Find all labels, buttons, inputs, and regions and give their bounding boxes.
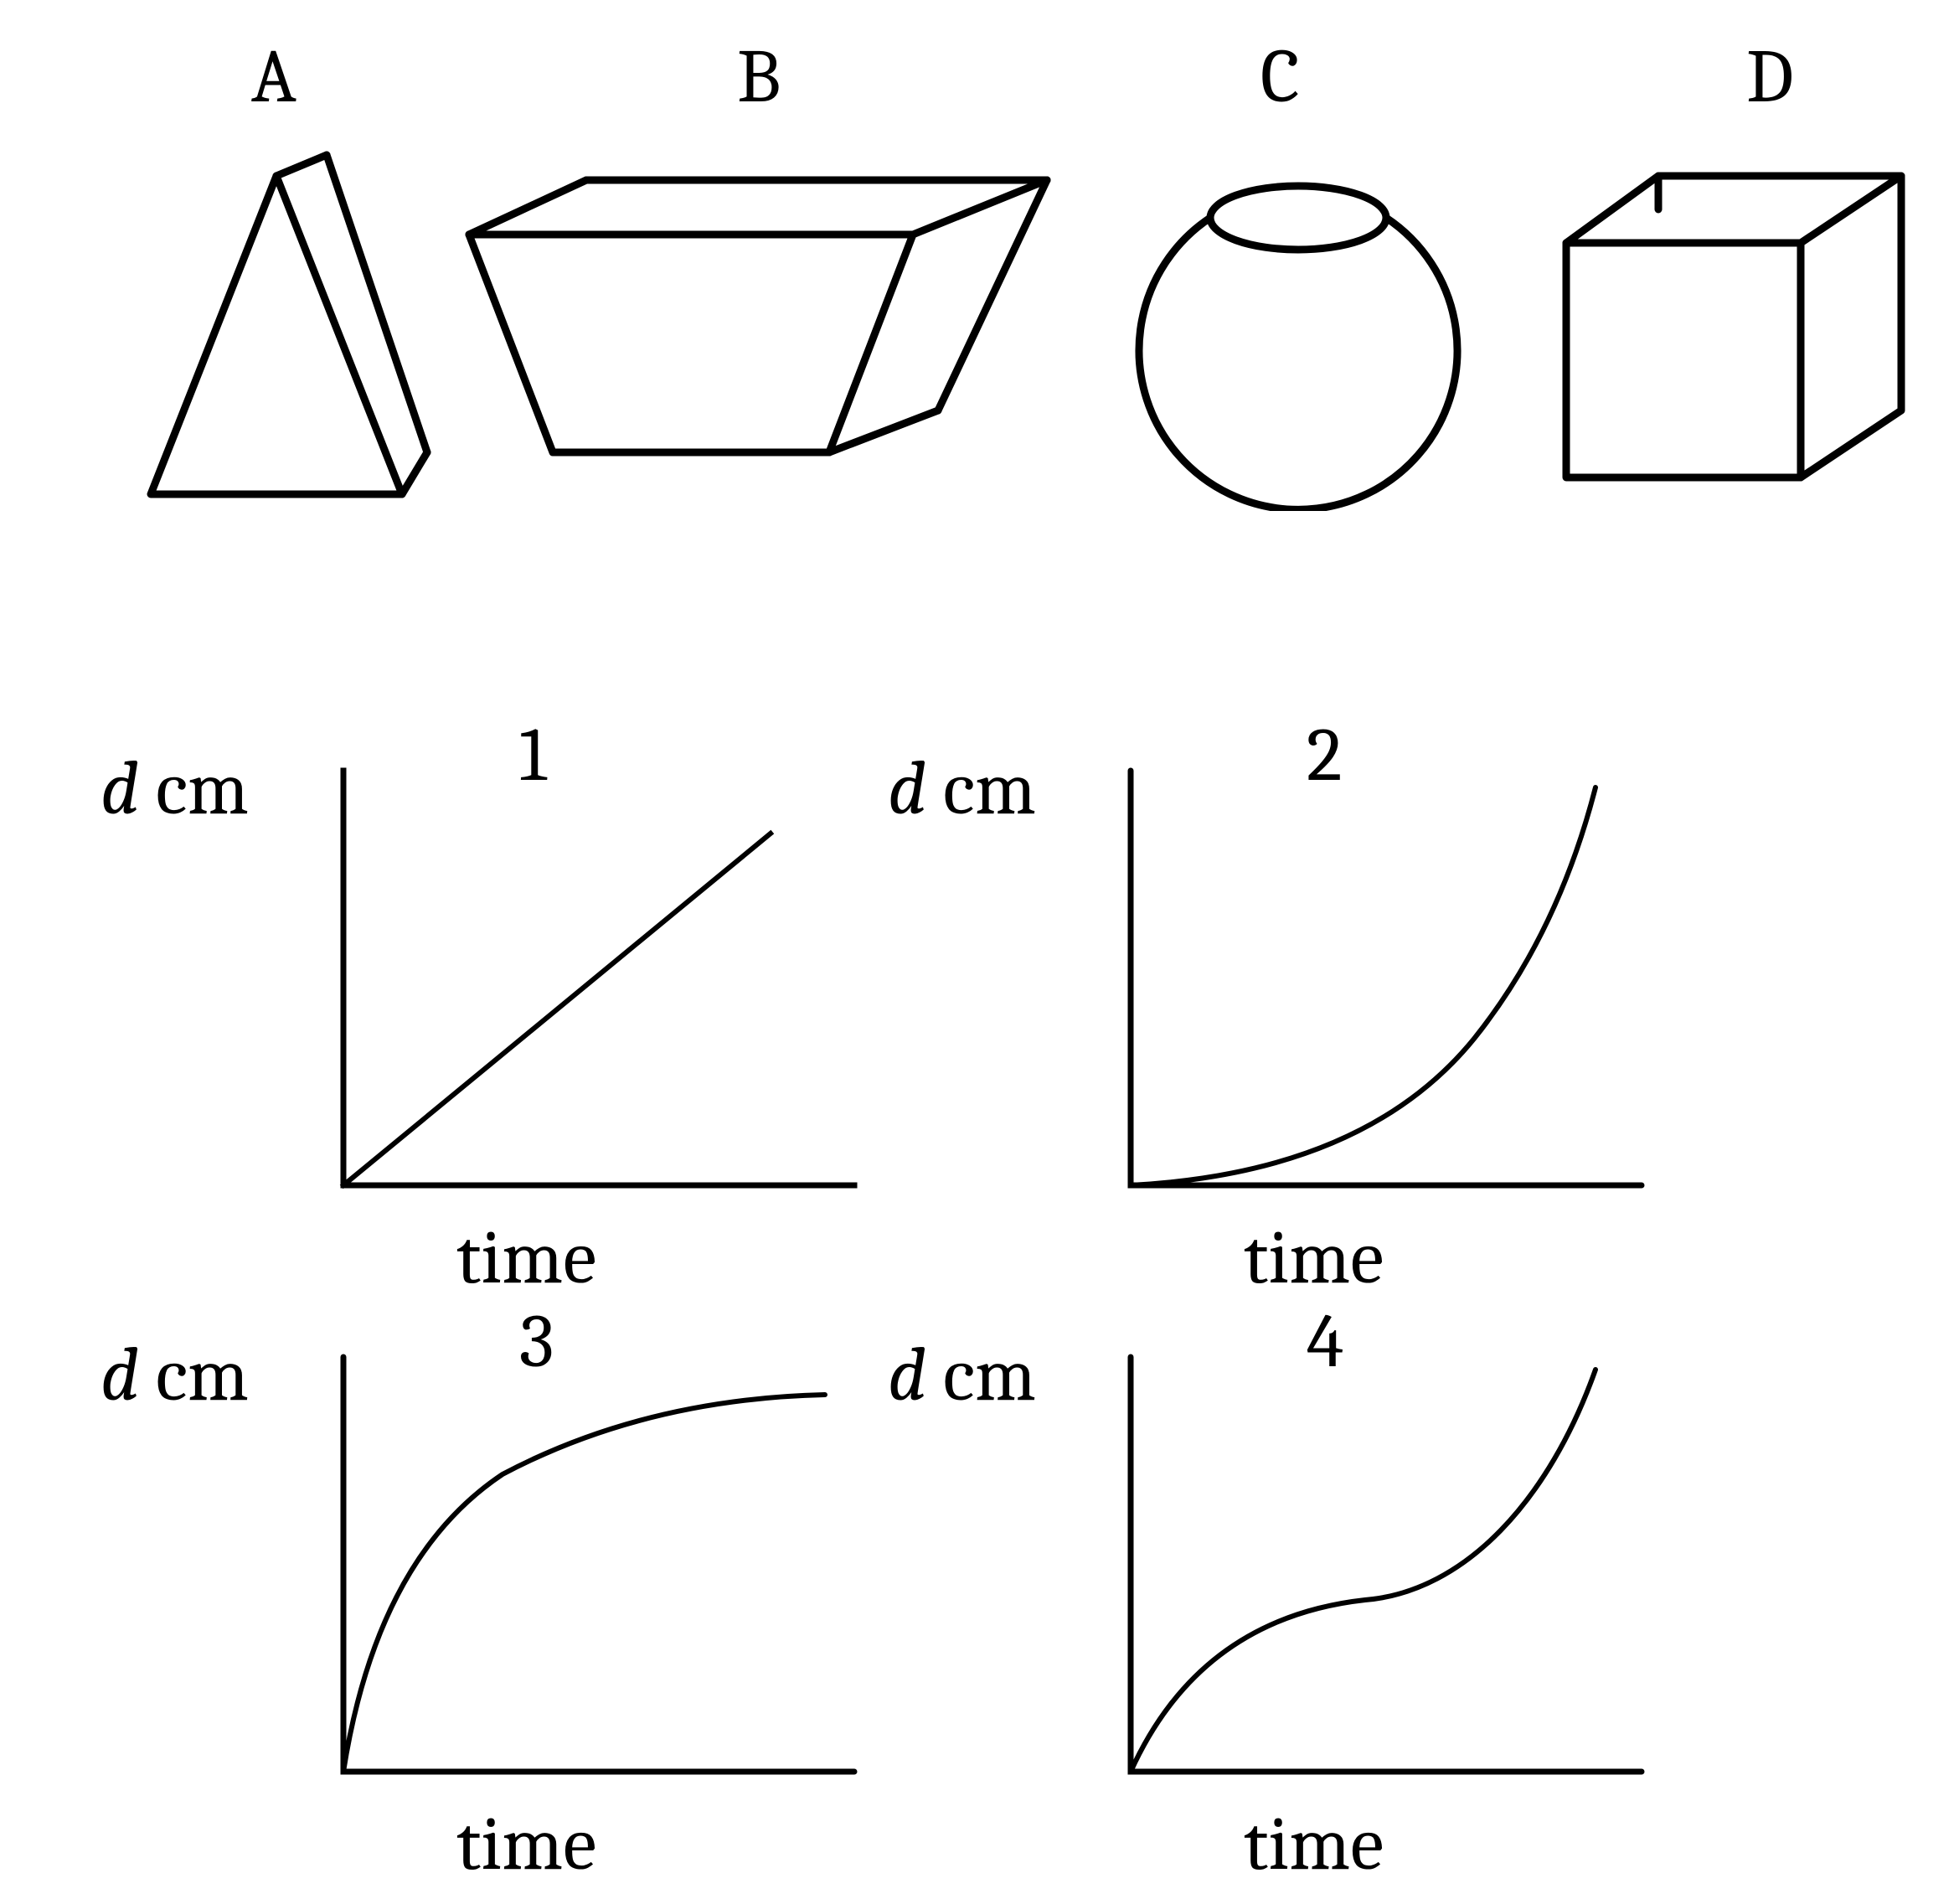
graph4-ylabel: d cm xyxy=(888,1332,1036,1419)
graph2-axes xyxy=(1114,762,1667,1215)
container-label-D: D xyxy=(1746,34,1793,121)
container-C-shape xyxy=(1122,159,1474,511)
graph3-xlabel: time xyxy=(456,1801,596,1888)
graph1-xlabel: time xyxy=(456,1215,596,1302)
container-label-B: B xyxy=(737,34,781,121)
graph3-ylabel: d cm xyxy=(101,1332,249,1419)
container-B-shape xyxy=(444,168,1064,503)
graph4-xlabel: time xyxy=(1244,1801,1384,1888)
graph1-axes xyxy=(327,762,879,1215)
container-label-A: A xyxy=(251,34,296,121)
graph3-axes xyxy=(327,1349,879,1801)
graph4-axes xyxy=(1114,1349,1667,1801)
graph2-xlabel: time xyxy=(1244,1215,1384,1302)
container-D-shape xyxy=(1533,159,1918,503)
graph1-ylabel: d cm xyxy=(101,746,249,833)
container-label-C: C xyxy=(1260,34,1300,121)
page: A B C D xyxy=(0,0,1959,1904)
container-A-shape xyxy=(117,142,436,511)
graph2-ylabel: d cm xyxy=(888,746,1036,833)
